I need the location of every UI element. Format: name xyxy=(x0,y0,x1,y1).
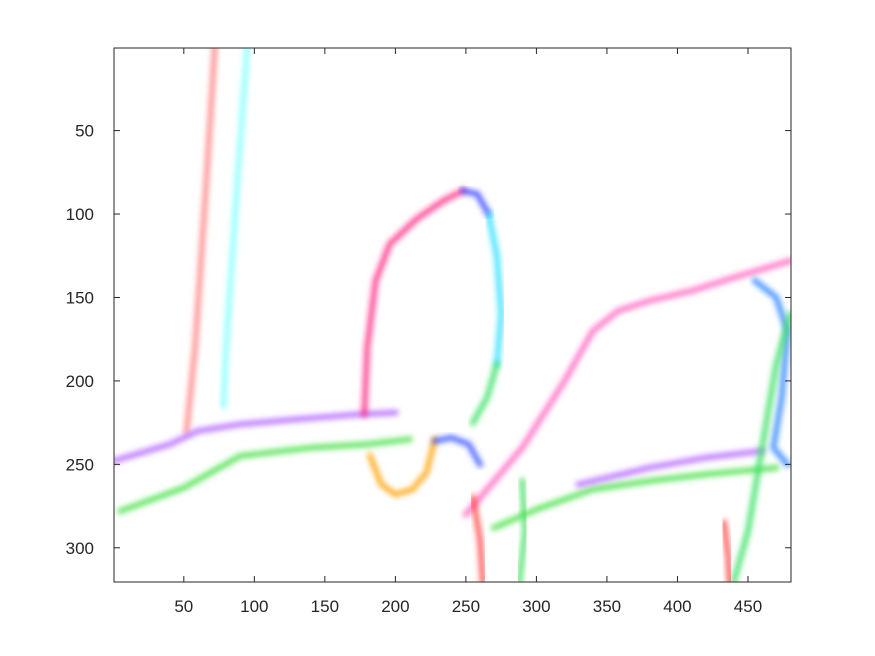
bottom-right-red-edge-core xyxy=(722,520,732,582)
left-pole-edge xyxy=(181,48,220,436)
y-tick-label: 300 xyxy=(66,539,94,558)
left-pole-edge-core xyxy=(184,48,217,433)
plot-area xyxy=(114,48,791,582)
bird-tail-edge xyxy=(365,434,440,500)
x-tick-label: 250 xyxy=(452,597,480,616)
right-pole-edge xyxy=(218,48,253,411)
x-tick-label: 200 xyxy=(381,597,409,616)
branch-lower-edge xyxy=(115,434,415,517)
y-axis: 50 100 150 200 250 300 xyxy=(66,122,791,558)
right-branch-upper-edge xyxy=(460,255,791,520)
y-tick-label: 150 xyxy=(66,288,94,307)
lower-stem-red-edge-core xyxy=(471,495,485,582)
bird-front-edge-core xyxy=(486,212,504,367)
bird-front-edge xyxy=(483,209,507,370)
lower-stem-green-edge-core xyxy=(517,479,528,582)
image-edge-layer xyxy=(114,48,791,582)
bird-back-edge xyxy=(359,185,469,420)
right-branch-mid-edge xyxy=(573,446,768,490)
right-branch-lower-edge xyxy=(489,462,782,533)
bird-breast-edge-core xyxy=(471,362,499,425)
y-tick-label: 200 xyxy=(66,372,94,391)
bird-head-top-edge xyxy=(458,185,494,219)
x-tick-label: 400 xyxy=(663,597,691,616)
y-tick-label: 250 xyxy=(66,455,94,474)
bird-breast-edge xyxy=(468,359,502,428)
right-object-edge-core xyxy=(753,278,790,467)
axes-box xyxy=(113,47,792,583)
x-tick-label: 100 xyxy=(240,597,268,616)
bird-feet-edge-core xyxy=(432,435,482,467)
right-branch-lower-edge-core xyxy=(492,465,779,530)
x-axis: 50 100 150 200 250 300 350 400 450 xyxy=(174,48,762,616)
right-branch-upper-edge-core xyxy=(463,258,791,517)
lower-stem-red-edge xyxy=(468,492,488,582)
lower-stem-green-edge xyxy=(514,476,531,582)
x-tick-label: 450 xyxy=(734,597,762,616)
y-tick-label: 50 xyxy=(75,122,94,141)
x-tick-label: 350 xyxy=(593,597,621,616)
y-tick-label: 100 xyxy=(66,205,94,224)
right-object-edge xyxy=(750,275,791,470)
bird-back-edge-core xyxy=(362,188,466,417)
right-pole-edge-core xyxy=(221,48,250,408)
x-tick-label: 150 xyxy=(311,597,339,616)
bottom-right-red-edge xyxy=(719,517,735,582)
x-tick-label: 50 xyxy=(174,597,193,616)
bird-head-top-edge-core xyxy=(461,188,491,216)
branch-lower-edge-core xyxy=(118,437,412,514)
bird-feet-edge xyxy=(429,432,485,470)
right-branch-mid-edge-core xyxy=(576,449,765,487)
right-object-lower-edge xyxy=(728,309,791,582)
x-tick-label: 300 xyxy=(522,597,550,616)
right-object-lower-edge-core xyxy=(731,312,791,582)
bird-tail-edge-core xyxy=(368,437,437,497)
